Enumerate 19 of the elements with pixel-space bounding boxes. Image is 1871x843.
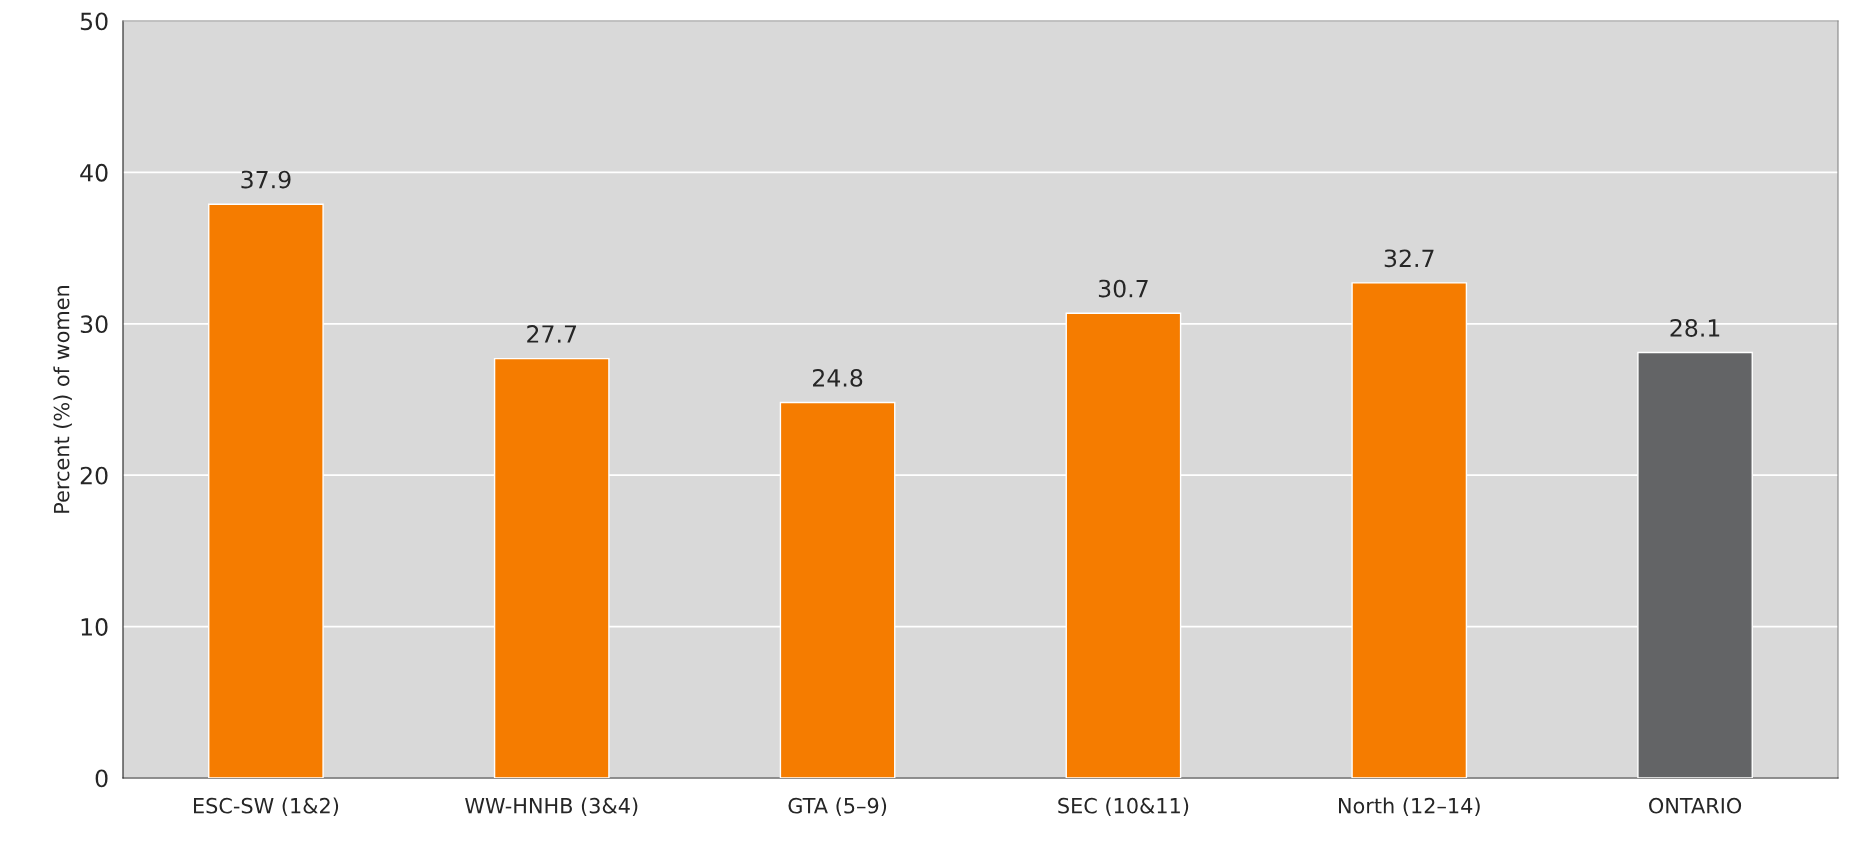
x-tick-label: WW-HNHB (3&4)	[465, 797, 638, 817]
y-tick-label: 50	[80, 12, 108, 31]
data-label: 28.1	[1670, 319, 1720, 337]
y-tick-label: 0	[95, 769, 108, 788]
data-label: 32.7	[1384, 249, 1434, 268]
data-label: 27.7	[527, 325, 577, 343]
x-tick-label: GTA (5–9)	[788, 797, 887, 817]
data-label: 37.9	[241, 170, 291, 189]
y-tick-label: 30	[80, 315, 108, 334]
x-tick-label: ONTARIO	[1649, 797, 1742, 814]
data-label: 30.7	[1098, 279, 1148, 298]
y-axis-title: Percent (%) of women	[53, 286, 72, 513]
data-label: 24.8	[813, 368, 863, 387]
y-tick-label: 20	[80, 466, 108, 485]
x-tick-label: ESC-SW (1&2)	[194, 797, 339, 817]
x-tick-label: SEC (10&11)	[1058, 797, 1189, 817]
y-tick-label: 40	[80, 163, 108, 182]
x-tick-label: North (12–14)	[1339, 797, 1480, 817]
y-tick-label: 10	[81, 618, 108, 636]
